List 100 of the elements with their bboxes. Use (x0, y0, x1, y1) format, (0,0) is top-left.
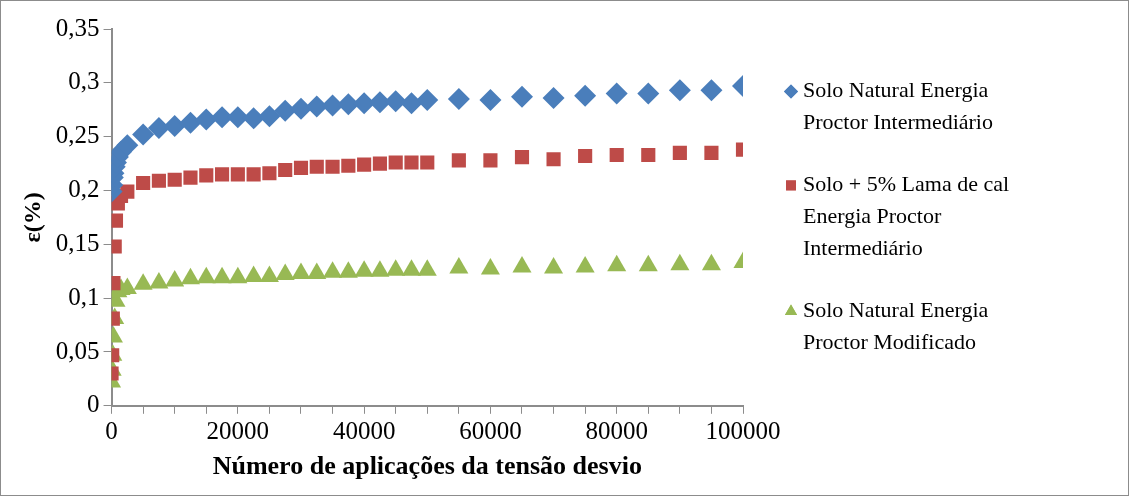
point (574, 84, 597, 107)
y-tick-label: 0,05 (55, 336, 100, 364)
point (246, 167, 261, 182)
point (278, 162, 293, 178)
point (400, 92, 423, 115)
point (420, 155, 435, 170)
point (195, 108, 218, 131)
legend-label: Solo Natural Energia Proctor Modificado (803, 297, 989, 355)
x-tick-label: 80000 (585, 417, 648, 445)
point (132, 123, 155, 146)
point (480, 258, 500, 275)
point (578, 148, 593, 164)
x-tick-label: 20000 (206, 417, 270, 445)
y-tick-label: 0,1 (68, 282, 100, 310)
point (638, 254, 658, 272)
point (275, 263, 295, 280)
point (309, 159, 324, 174)
point (323, 261, 343, 278)
point (149, 272, 169, 289)
x-axis-title: Número de aplicações da tensão desvio (212, 451, 642, 481)
point (641, 147, 656, 163)
point (293, 160, 309, 175)
x-tick-label: 100000 (705, 417, 781, 445)
y-tick-label: 0 (87, 390, 100, 418)
point (133, 273, 153, 290)
point (384, 90, 407, 113)
point (136, 175, 151, 191)
y-tick-label: 0,25 (55, 121, 100, 149)
y-tick-label: 0,15 (55, 228, 100, 256)
point (512, 255, 532, 273)
point (151, 173, 166, 188)
point (670, 253, 690, 271)
point (700, 79, 723, 102)
point (701, 253, 721, 271)
point (116, 134, 139, 157)
point (228, 266, 248, 284)
point (546, 152, 561, 167)
point (704, 145, 719, 160)
point (479, 89, 502, 112)
point (447, 87, 470, 110)
point (370, 260, 390, 277)
point (214, 167, 230, 182)
point (404, 155, 419, 170)
point (262, 166, 277, 181)
point (609, 147, 624, 163)
point (451, 153, 466, 168)
point (244, 265, 264, 283)
point (386, 259, 406, 276)
point (368, 91, 391, 114)
point (165, 269, 185, 287)
point (607, 254, 627, 272)
point (357, 157, 372, 172)
point (575, 255, 595, 273)
point (354, 260, 374, 277)
point (338, 261, 358, 278)
point (416, 89, 439, 112)
y-axis-title: ε(%) (18, 192, 45, 243)
point (167, 172, 182, 187)
point (111, 213, 124, 228)
point (242, 107, 265, 130)
point (212, 266, 232, 284)
point (401, 259, 422, 276)
point (147, 117, 170, 140)
point (258, 105, 281, 128)
point (274, 99, 297, 122)
point (325, 159, 340, 174)
point (514, 150, 530, 165)
point (307, 262, 327, 279)
point (417, 259, 437, 276)
point (388, 155, 403, 170)
point (259, 265, 279, 283)
point (668, 79, 691, 102)
y-tick-label: 0,2 (68, 175, 100, 203)
point (291, 262, 311, 279)
point (196, 266, 216, 284)
point (341, 158, 356, 173)
x-tick-label: 40000 (332, 417, 396, 445)
point (120, 184, 135, 199)
point (199, 168, 214, 183)
point (544, 257, 564, 274)
point (180, 267, 201, 285)
point (230, 167, 245, 182)
point (605, 82, 628, 105)
point (305, 95, 328, 118)
point (672, 145, 687, 160)
y-tick-label: 0,35 (55, 13, 100, 41)
point (483, 153, 498, 168)
x-tick-label: 60000 (459, 417, 522, 445)
point (183, 170, 198, 185)
point (289, 97, 312, 120)
point (542, 86, 565, 109)
point (372, 156, 387, 171)
point (510, 85, 533, 108)
point (179, 111, 202, 134)
legend-label: Solo + 5% Lama de cal Energia Proctor Intermediário (803, 171, 1010, 261)
legend-label: Solo Natural Energia Proctor Intermediário (803, 77, 993, 135)
point (637, 82, 660, 105)
x-tick-label: 0 (105, 417, 118, 445)
y-tick-label: 0,3 (68, 67, 100, 95)
point (449, 257, 469, 274)
